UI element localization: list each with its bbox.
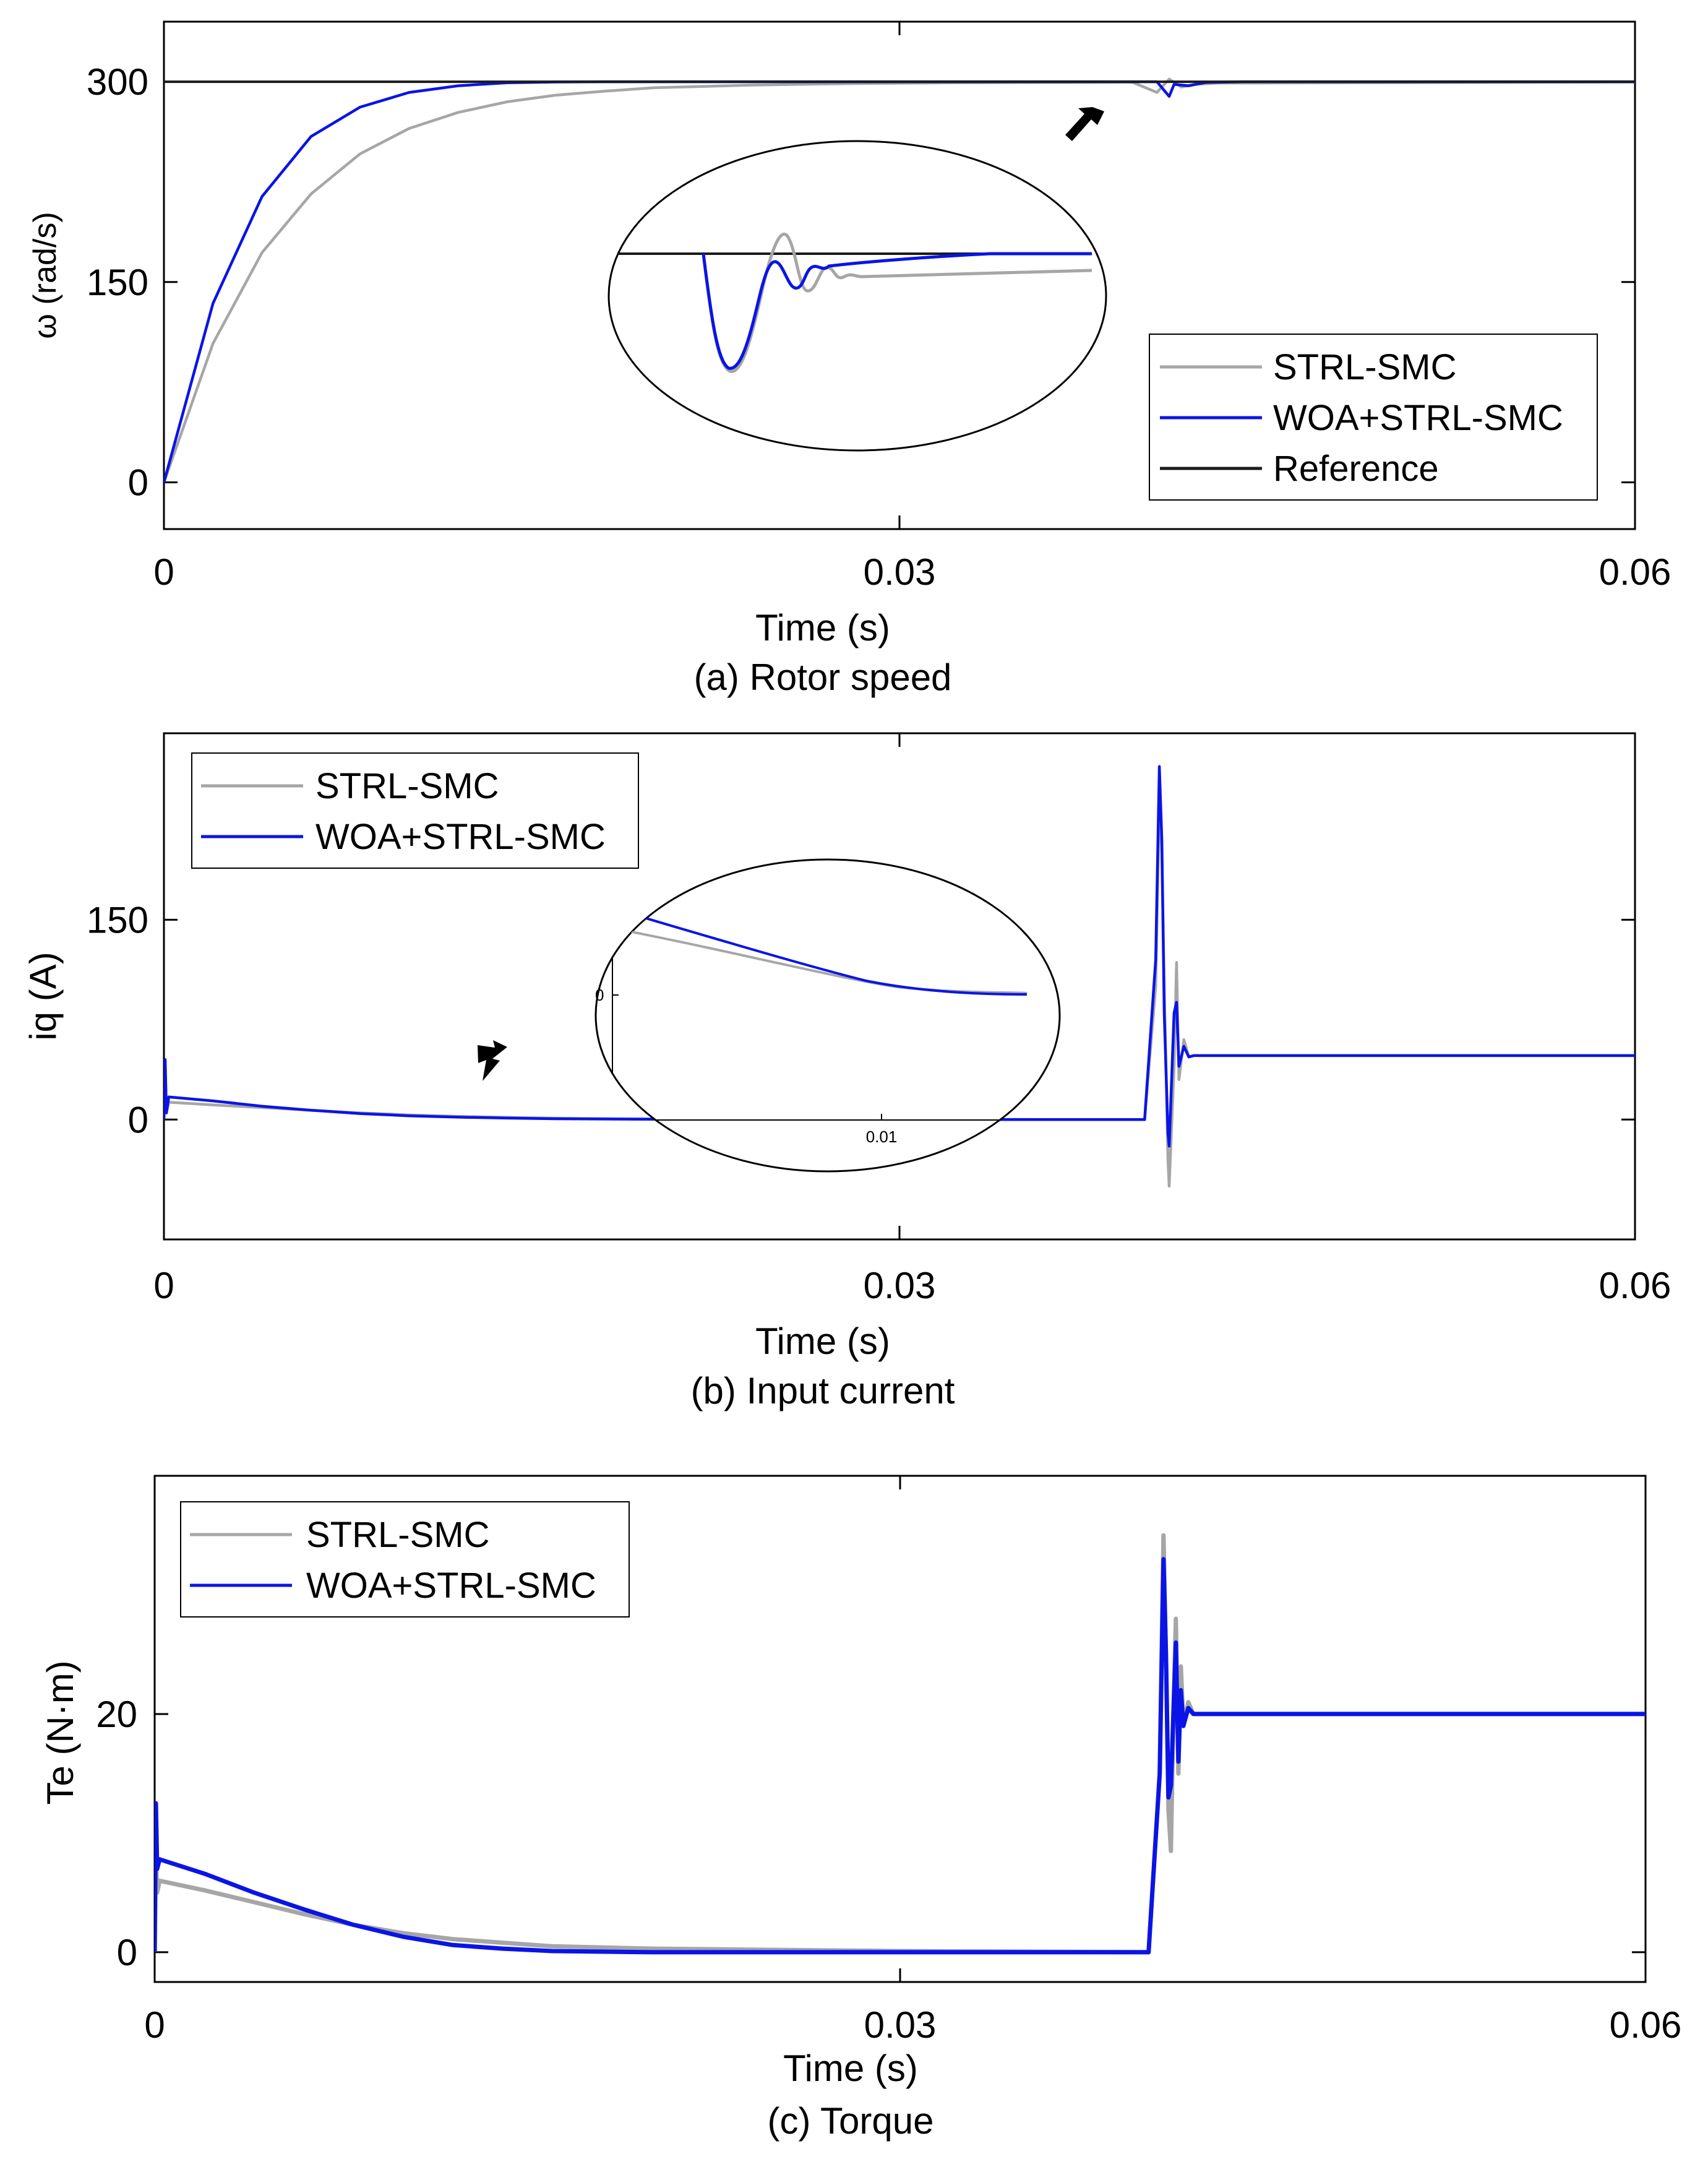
legend: STRL-SMC WOA+STRL-SMC Reference — [1149, 334, 1598, 501]
x-tick-label: 0.06 — [1610, 2004, 1682, 2046]
series-group — [164, 77, 1635, 483]
x-tick-label: 0 — [153, 551, 174, 593]
zoom-inset — [607, 140, 1107, 452]
series-group — [164, 765, 1635, 1188]
y-tick-label: 150 — [87, 262, 148, 303]
x-tick-label: 0 — [153, 1265, 174, 1306]
x-axis-label: Time (s) — [783, 2048, 918, 2089]
legend-label-strl: STRL-SMC — [1273, 347, 1456, 387]
series-line-strl-smc — [164, 77, 1635, 483]
y-axis-label: iq (A) — [22, 952, 64, 1040]
x-tick-label: 0.03 — [864, 551, 936, 593]
inset-woa-line — [612, 907, 1028, 996]
y-tick-label: 150 — [87, 899, 148, 941]
zoom-inset: 0 0.01 — [594, 858, 1061, 1173]
x-axis-label: Time (s) — [755, 1320, 890, 1362]
axis-ticks: 0 0.03 0.06 0 150 — [87, 733, 1672, 1306]
x-tick-label: 0.03 — [864, 2004, 937, 2046]
legend-label-strl: STRL-SMC — [315, 766, 499, 806]
legend: STRL-SMC WOA+STRL-SMC — [180, 1501, 630, 1618]
x-tick-label: 0.06 — [1599, 1265, 1672, 1306]
y-axis-label: Te (N·m) — [40, 1660, 81, 1804]
x-tick-label: 0.03 — [864, 1265, 936, 1306]
arrow-icon — [1065, 107, 1104, 141]
legend-label-woa: WOA+STRL-SMC — [1273, 398, 1563, 438]
y-tick-label: 0 — [128, 462, 148, 503]
inset-strl-line — [702, 232, 1092, 373]
x-tick-label: 0 — [144, 2004, 165, 2046]
y-tick-label: 300 — [87, 61, 148, 103]
inset-y-tick: 0 — [595, 986, 604, 1004]
panel-rotor-speed: 0 0.03 0.06 0 150 300 STRL-SMC WOA+STRL-SMC R… — [27, 20, 1672, 698]
inset-woa-line — [702, 252, 1092, 370]
panel-caption: (c) Torque — [767, 2100, 933, 2142]
y-tick-label: 20 — [96, 1694, 137, 1735]
x-axis-label: Time (s) — [755, 607, 890, 648]
legend-label-woa: WOA+STRL-SMC — [306, 1566, 596, 1606]
legend-label-reference: Reference — [1273, 449, 1439, 489]
panel-torque: 0 0.03 0.06 0 20 STRL-SMC WOA+STRL-SMC Te (N… — [40, 1475, 1682, 2142]
legend-label-woa: WOA+STRL-SMC — [315, 817, 606, 857]
inset-x-tick: 0.01 — [866, 1127, 898, 1146]
x-tick-label: 0.06 — [1599, 551, 1672, 593]
panel-caption: (a) Rotor speed — [694, 657, 952, 698]
legend-label-strl: STRL-SMC — [306, 1515, 489, 1555]
arrow-icon — [478, 1040, 507, 1081]
series-line-woa-strl-smc — [164, 765, 1635, 1148]
y-tick-label: 0 — [128, 1099, 148, 1140]
series-line-woa-strl-smc — [155, 1557, 1646, 1955]
series-group — [155, 1533, 1646, 1955]
legend: STRL-SMC WOA+STRL-SMC — [191, 752, 639, 869]
axis-ticks: 0 0.03 0.06 0 150 300 — [87, 22, 1672, 593]
y-axis-label: ω (rad/s) — [27, 212, 63, 338]
y-tick-label: 0 — [117, 1932, 137, 1973]
panel-caption: (b) Input current — [691, 1370, 955, 1411]
